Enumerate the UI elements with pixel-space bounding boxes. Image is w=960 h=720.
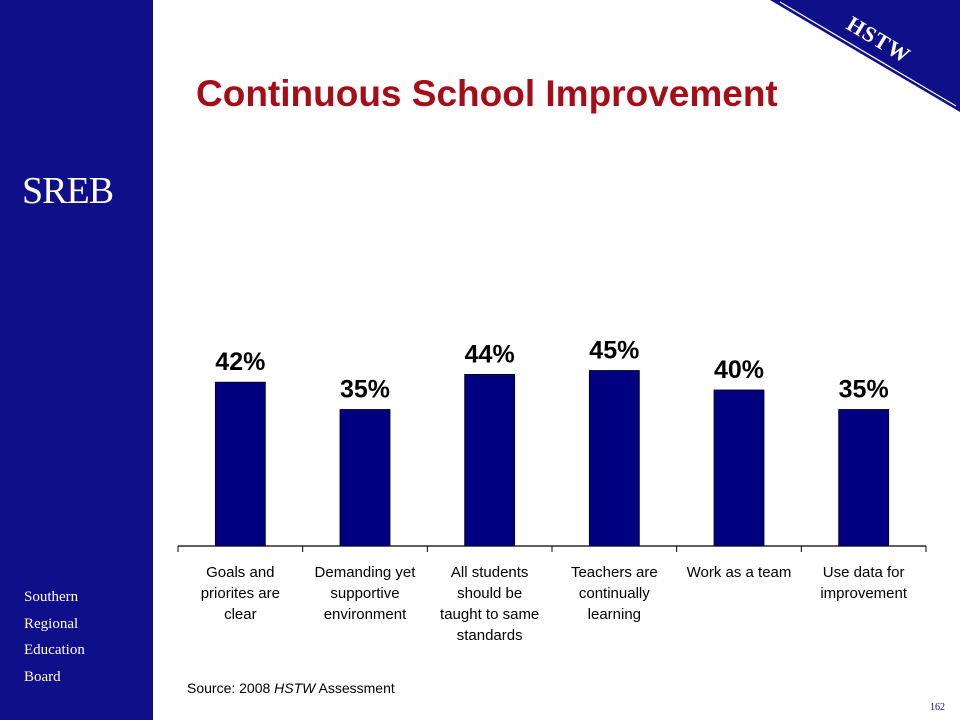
bar [464,373,516,547]
org-line-4: Board [24,668,61,685]
x-tick-label: Work as a team [687,564,792,581]
bar-value-label: 35% [340,376,390,404]
bar-value-label: 40% [714,356,764,384]
bar-value-label: 45% [589,337,639,365]
x-tick-label: Teachers are [571,564,658,581]
sidebar: SREB Southern Regional Education Board [0,0,153,720]
bar [713,389,765,547]
x-tick-label: Goals and [206,564,274,581]
source-italic: HSTW [274,680,316,696]
x-tick-label: improvement [820,585,908,602]
corner-triangle [770,0,960,112]
x-tick-label: learning [588,606,641,623]
bar [214,381,266,547]
x-tick-label: priorites are [201,585,280,602]
x-tick-label: Demanding yet [315,564,417,581]
hstw-corner-banner: HSTW [770,0,960,112]
x-tick-label: taught to same [440,606,539,623]
bar [838,409,890,547]
x-tick-label: Use data for [823,564,905,581]
x-tick-label: environment [324,606,407,623]
bar-value-label: 35% [839,376,889,404]
bar [588,370,640,547]
organization-name: Southern Regional Education Board [24,584,85,690]
x-tick-label: standards [457,627,523,644]
x-tick-label: continually [579,585,650,602]
page-number: 162 [930,702,945,713]
sreb-logo: SREB [22,170,114,212]
org-line-1: Southern [24,589,79,605]
bar-value-label: 42% [215,348,265,376]
source-prefix: Source: 2008 [187,680,275,696]
x-tick-label: All students [451,564,529,581]
bar-value-label: 44% [465,340,515,368]
x-tick-label: should be [457,585,522,602]
source-suffix: Assessment [315,680,395,696]
org-line-3: Education [24,642,85,658]
x-tick-label: supportive [330,585,399,602]
org-line-2: Regional [24,615,79,632]
slide-title: Continuous School Improvement [196,73,778,114]
x-tick-label: clear [224,606,257,623]
source-note: Source: 2008 HSTW Assessment [187,680,395,696]
bar [339,409,391,547]
